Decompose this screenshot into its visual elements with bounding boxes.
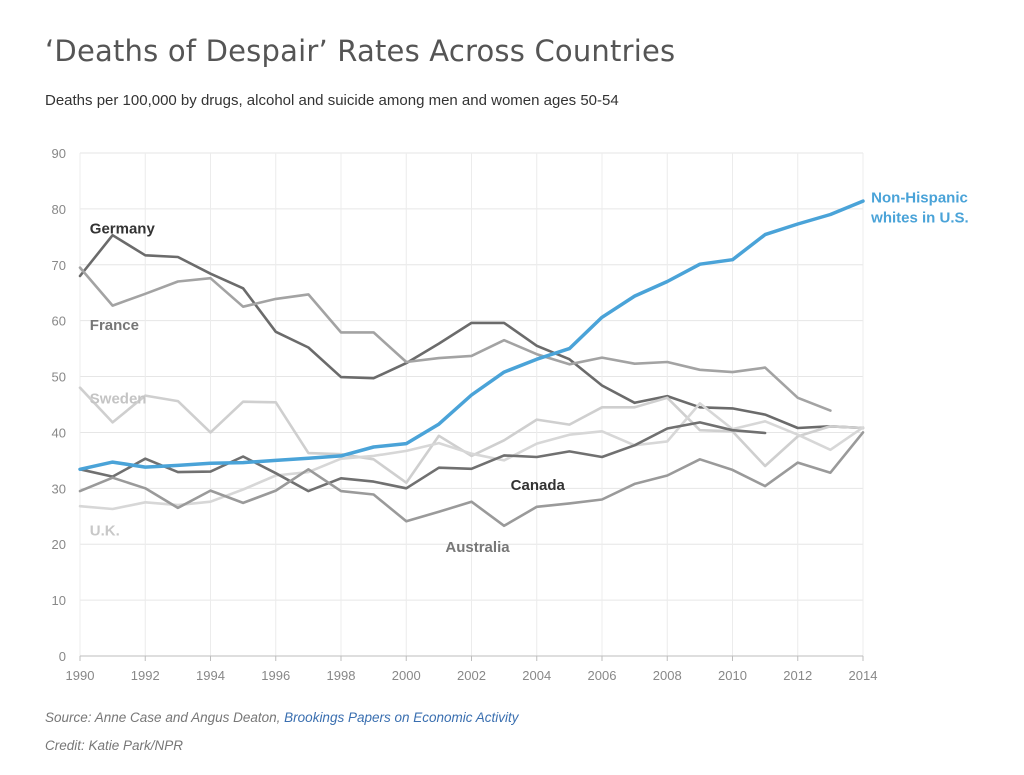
x-tick-label: 1996 xyxy=(261,668,290,683)
chart-subtitle: Deaths per 100,000 by drugs, alcohol and… xyxy=(45,92,619,109)
x-tick-label: 2010 xyxy=(718,668,747,683)
series-label-canada: Canada xyxy=(511,477,566,494)
y-tick-label: 70 xyxy=(52,258,66,273)
series-label-non-hispanic-whites-in-u-s: whites in U.S. xyxy=(870,210,969,227)
credit-note: Credit: Katie Park/NPR xyxy=(45,738,184,753)
source-link[interactable]: Brookings Papers on Economic Activity xyxy=(284,710,519,725)
series-line-non-hispanic-whites-in-u-s xyxy=(78,199,865,472)
y-tick-label: 50 xyxy=(52,370,66,385)
source-note: Source: Anne Case and Angus Deaton, Broo… xyxy=(45,710,519,725)
x-tick-label: 2002 xyxy=(457,668,486,683)
series-label-non-hispanic-whites-in-u-s: Non-Hispanic xyxy=(871,190,968,207)
x-tick-label: 2012 xyxy=(783,668,812,683)
chart-title: ‘Deaths of Despair’ Rates Across Countri… xyxy=(45,34,676,68)
y-tick-label: 0 xyxy=(59,649,66,664)
y-tick-label: 90 xyxy=(52,146,66,161)
x-tick-label: 1998 xyxy=(327,668,356,683)
series-line-australia xyxy=(78,431,865,528)
y-tick-label: 60 xyxy=(52,314,66,329)
x-tick-label: 2008 xyxy=(653,668,682,683)
x-tick-label: 2000 xyxy=(392,668,421,683)
x-tick-label: 2004 xyxy=(522,668,551,683)
source-prefix: Source: Anne Case and Angus Deaton, xyxy=(45,710,285,725)
x-tick-label: 1992 xyxy=(131,668,160,683)
y-tick-label: 10 xyxy=(52,593,66,608)
series-label-germany: Germany xyxy=(90,220,156,237)
series-label-sweden: Sweden xyxy=(90,390,147,407)
x-tick-label: 2014 xyxy=(849,668,878,683)
x-tick-label: 1990 xyxy=(66,668,95,683)
series-line-france xyxy=(78,266,832,412)
series-line-canada xyxy=(78,421,767,493)
series-label-france: France xyxy=(90,317,139,334)
y-tick-label: 40 xyxy=(52,425,66,440)
y-tick-label: 20 xyxy=(52,537,66,552)
x-tick-label: 1994 xyxy=(196,668,225,683)
y-tick-label: 80 xyxy=(52,202,66,217)
series-line-germany xyxy=(78,233,865,430)
series-label-australia: Australia xyxy=(445,539,510,556)
y-tick-label: 30 xyxy=(52,481,66,496)
line-chart: 0 10 20 30 40 50 60 70 80 90 1990 1992 1994 1996 1998 2… xyxy=(52,146,969,683)
series-label-u-k: U.K. xyxy=(90,522,120,539)
x-tick-label: 2006 xyxy=(588,668,617,683)
